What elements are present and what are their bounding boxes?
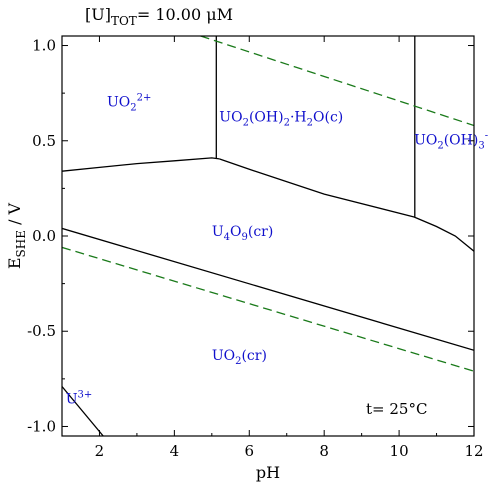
header: [U]TOT= 10.00 μM [85,5,233,28]
boundary-line [62,157,220,172]
y-axis-main: E [5,257,24,269]
boundary-lines [62,36,474,436]
water-stability-line [200,36,474,127]
boundary-line [219,158,415,218]
y-tick-label: 0.0 [32,227,56,245]
boundary-line [62,386,104,436]
y-tick-label: -0.5 [27,322,56,340]
x-tick-label: 8 [319,442,329,460]
region-label: UO2(OH)2·H2O(c) [219,110,343,129]
region-label: UO2(cr) [212,348,267,367]
svg-text:[U]TOT= 10.00 μM: [U]TOT= 10.00 μM [85,5,233,28]
x-tick-label: 12 [464,442,483,460]
x-tick-label: 10 [390,442,409,460]
water-stability-line [62,246,474,372]
x-tick-label: 2 [95,442,105,460]
y-axis-unit: / V [5,202,24,230]
region-labels: UO22+ UO2(OH)2·H2O(c) UO2(OH)3- U4O9(cr) UO2… [66,92,488,407]
x-tick-label: 6 [244,442,254,460]
y-axis-sub: SHE [14,230,28,257]
y-tick-label: 0.5 [32,132,56,150]
temperature-label: t= 25°C [366,400,427,418]
x-tick-labels: 2 4 6 8 10 12 [95,442,484,460]
y-tick-label: -1.0 [27,417,56,435]
region-label: U3+ [66,390,93,408]
region-label: UO2(OH)3- [414,131,488,152]
boundary-line [413,216,474,252]
concentration-label: [U] [85,5,111,24]
boundary-line [62,227,474,351]
concentration-subscript: TOT [111,14,137,28]
y-tick-labels: 1.0 0.5 0.0 -0.5 -1.0 [27,37,56,436]
concentration-value: = 10.00 μM [137,5,233,24]
y-tick-label: 1.0 [32,37,56,55]
region-label: UO22+ [107,92,151,113]
region-label: U4O9(cr) [212,224,274,243]
x-tick-label: 4 [170,442,180,460]
plot-frame [61,35,475,437]
y-axis-title: ESHE / V [5,202,28,269]
x-axis-title: pH [256,463,280,482]
